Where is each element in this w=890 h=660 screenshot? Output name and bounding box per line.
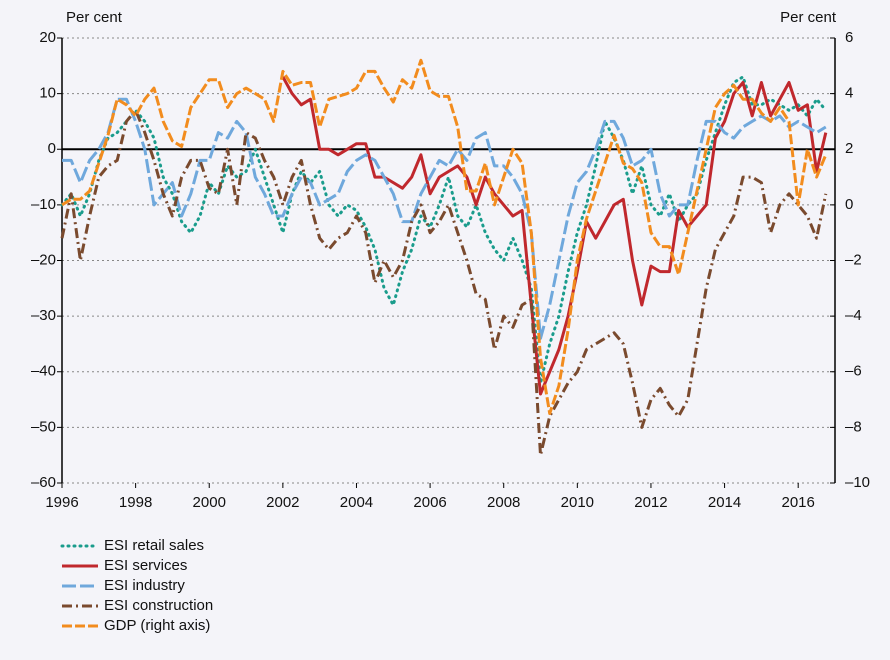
y2-tick-label: –10	[845, 474, 870, 491]
y-tick-label: –10	[31, 196, 56, 213]
legend-label: GDP (right axis)	[104, 617, 210, 634]
x-tick-label: 2016	[782, 494, 815, 511]
y-tick-label: –30	[31, 307, 56, 324]
x-tick-label: 2002	[266, 494, 299, 511]
y2-tick-label: 2	[845, 140, 853, 157]
y2-axis-label: Per cent	[780, 9, 837, 26]
x-tick-label: 1996	[45, 494, 78, 511]
x-tick-label: 2006	[413, 494, 446, 511]
y-tick-label: 0	[48, 140, 56, 157]
y-tick-label: 20	[39, 29, 56, 46]
series-line	[62, 97, 827, 340]
y2-tick-label: –4	[845, 307, 862, 324]
y2-tick-label: –6	[845, 363, 862, 380]
y2-tick-label: 6	[845, 29, 853, 46]
x-tick-label: 2008	[487, 494, 520, 511]
legend-label: ESI construction	[104, 597, 213, 614]
legend-label: ESI services	[104, 557, 187, 574]
y-tick-label: –60	[31, 474, 56, 491]
y-tick-label: –40	[31, 363, 56, 380]
y-axis-label: Per cent	[66, 9, 123, 26]
y2-tick-label: 4	[845, 85, 853, 102]
x-tick-label: 2010	[561, 494, 594, 511]
y2-tick-label: –2	[845, 251, 862, 268]
x-tick-label: 2000	[193, 494, 226, 511]
series-line	[60, 108, 828, 457]
x-tick-label: 2004	[340, 494, 373, 511]
y-tick-label: 10	[39, 85, 56, 102]
y2-tick-label: –8	[845, 418, 862, 435]
y-tick-label: –50	[31, 418, 56, 435]
series-line	[281, 76, 828, 396]
x-tick-label: 1998	[119, 494, 152, 511]
x-tick-label: 2012	[634, 494, 667, 511]
legend-label: ESI retail sales	[104, 537, 204, 554]
y-tick-label: –20	[31, 251, 56, 268]
legend-label: ESI industry	[104, 577, 185, 594]
x-tick-label: 2014	[708, 494, 741, 511]
y2-tick-label: 0	[845, 196, 853, 213]
series-line	[61, 58, 828, 415]
